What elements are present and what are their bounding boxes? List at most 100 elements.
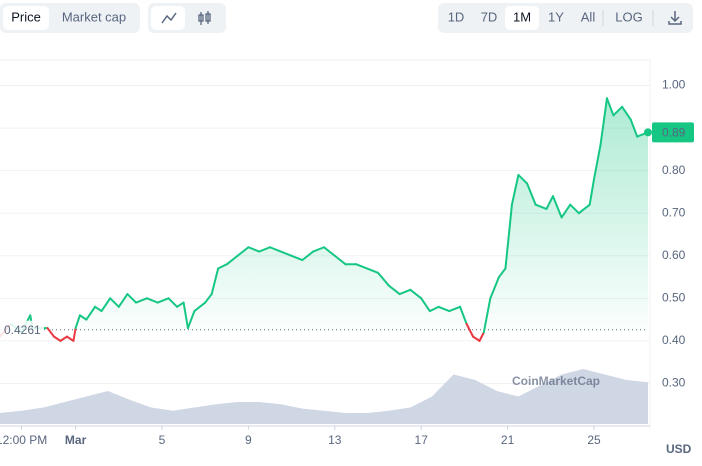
price-segment <box>398 288 412 296</box>
price-segment <box>545 195 554 210</box>
price-segment <box>117 293 129 308</box>
price-segment <box>279 250 293 257</box>
price-segment <box>409 288 423 300</box>
current-price-label: 0.89 <box>662 126 686 140</box>
range-button[interactable]: 7D <box>481 9 498 24</box>
price-segment <box>204 293 213 304</box>
price-segment <box>301 250 315 262</box>
currency-label: USD <box>666 442 692 456</box>
price-segment <box>59 335 68 342</box>
price-segment <box>478 331 485 342</box>
price-segment <box>186 310 196 330</box>
y-tick-label: 0.60 <box>662 248 686 262</box>
price-segment <box>355 263 369 270</box>
price-segment <box>387 284 401 296</box>
price-area <box>0 98 648 330</box>
volume-area <box>0 369 648 424</box>
price-segment <box>210 267 220 296</box>
range-group <box>438 3 693 33</box>
price-segment <box>629 118 639 138</box>
y-tick-label: 0.40 <box>662 333 686 347</box>
price-segment <box>85 305 97 321</box>
selected-metric-bg <box>3 6 49 30</box>
price-segment <box>74 314 81 330</box>
price-segment <box>126 293 138 304</box>
range-button[interactable]: 1M <box>513 9 531 24</box>
price-segment <box>605 97 615 117</box>
x-tick-label: 17 <box>415 433 429 447</box>
price-segment <box>193 301 207 313</box>
y-tick-label: 1.00 <box>662 78 686 92</box>
price-segment <box>465 322 475 338</box>
price-segment <box>560 203 572 219</box>
reference-box <box>0 320 44 339</box>
price-segment <box>145 297 159 304</box>
range-button[interactable]: 1D <box>448 9 465 24</box>
price-segment <box>78 314 88 321</box>
price-segment <box>323 246 336 257</box>
y-tick-label: 0.80 <box>662 163 686 177</box>
price-segment <box>366 267 379 274</box>
price-segment <box>100 297 112 313</box>
price-segment <box>472 335 481 342</box>
price-segment <box>72 327 77 342</box>
price-segment <box>551 195 563 219</box>
price-segment <box>599 97 608 147</box>
price-segment <box>258 246 271 253</box>
selected-range-bg <box>505 6 539 30</box>
candle-icon[interactable] <box>198 11 211 25</box>
price-segment <box>269 246 282 253</box>
x-tick-label: Mar <box>65 433 87 447</box>
watermark: CoinMarketCap <box>512 374 600 388</box>
market-cap-button[interactable]: Market cap <box>62 9 126 24</box>
download-button[interactable] <box>668 11 682 25</box>
price-segment <box>517 173 529 185</box>
current-price-box <box>652 122 694 143</box>
x-tick-label: 9 <box>245 433 252 447</box>
price-segment <box>236 246 250 257</box>
price-segment <box>569 203 580 215</box>
price-segment <box>497 267 507 279</box>
price-segment <box>182 301 189 330</box>
price-segment <box>437 305 451 313</box>
price-segment <box>577 203 591 215</box>
price-segment <box>428 305 440 313</box>
x-tick-label: 12:00 PM <box>0 433 47 447</box>
x-tick-label: 5 <box>159 433 166 447</box>
y-tick-label: 0.70 <box>662 205 686 219</box>
price-segment <box>621 105 632 121</box>
price-segment <box>333 254 347 266</box>
price-segment <box>46 327 55 338</box>
price-segment <box>156 297 170 304</box>
price-segment <box>526 182 537 206</box>
price-segment <box>459 305 468 325</box>
price-segment <box>312 246 325 253</box>
price-segment <box>65 335 75 342</box>
range-button[interactable]: 1Y <box>548 9 564 24</box>
price-segment <box>217 263 228 270</box>
price-button[interactable]: Price <box>11 9 41 24</box>
line-icon <box>161 12 177 24</box>
price-segment <box>135 297 148 304</box>
price-segment <box>176 301 185 308</box>
price-segment <box>167 297 179 308</box>
price-segment <box>225 254 239 266</box>
price-segment <box>489 276 500 300</box>
y-tick-label: 0.50 <box>662 290 686 304</box>
price-segment <box>377 271 390 287</box>
log-button[interactable]: LOG <box>615 9 642 24</box>
price-segment <box>612 105 624 117</box>
price-segment <box>247 246 261 253</box>
price-segment <box>420 297 431 313</box>
price-segment <box>109 297 120 308</box>
price-segment <box>504 203 513 270</box>
range-button[interactable]: All <box>581 9 596 24</box>
last-point <box>644 128 652 137</box>
price-segment <box>482 297 492 334</box>
price-segment <box>588 178 595 206</box>
x-tick-label: 25 <box>587 433 601 447</box>
price-segment <box>593 144 602 181</box>
x-tick-label: 13 <box>328 433 342 447</box>
price-segment <box>534 203 548 210</box>
